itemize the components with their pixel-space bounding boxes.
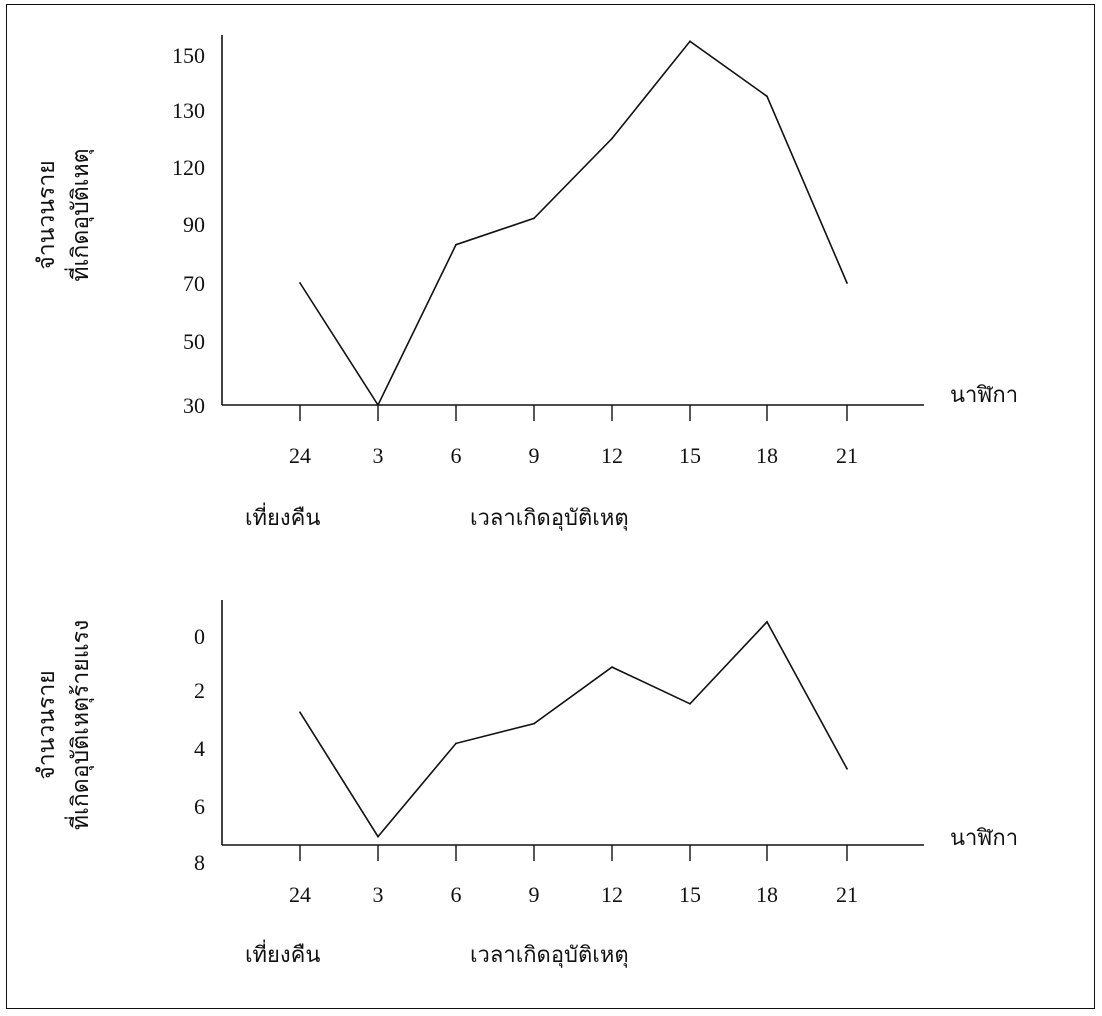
chart1-x-tick-label: 6 [451,443,462,468]
chart1-x-axis-title: เวลาเกิดอุบัติเหตุ [470,505,629,531]
chart1-x-tick-label: 21 [836,443,858,468]
chart1-y-tick-label: 130 [172,98,205,123]
chart1-x-tick-label: 24 [289,443,311,468]
chart2-x-unit-label: นาฬิกา [950,825,1018,850]
chart2-data-point [689,702,691,705]
chart2-y-tick-label: 8 [194,850,205,875]
chart2-y-tick-label: 6 [194,794,205,819]
chart2-x-axis-title: เวลาเกิดอุบัติเหตุ [470,942,629,968]
chart2-data-point [533,722,535,725]
chart2-data-point [455,742,457,745]
chart1-data-point [689,40,691,43]
chart1-x-left-label: เที่ยงคืน [245,502,320,530]
chart1-x-tick-label: 15 [679,443,701,468]
chart1-y-tick-label: 150 [172,43,205,68]
chart2-x-tick-label: 12 [601,882,623,907]
chart1-y-tick-label: 120 [172,155,205,180]
chart1-data-point [455,243,457,246]
chart2-x-tick-label: 21 [836,882,858,907]
chart1-y-tick-label: 70 [183,271,205,296]
chart2-x-tick-label: 9 [529,882,540,907]
chart1-data-point [533,217,535,220]
chart2-x-left-label: เที่ยงคืน [245,939,320,967]
chart2-x-tick-label: 24 [289,882,311,907]
chart1-x-tick-label: 9 [529,443,540,468]
chart2-x-tick-label: 3 [373,882,384,907]
chart1-x-tick-label: 12 [601,443,623,468]
chart1-x-tick-label: 18 [756,443,778,468]
chart2-data-point [611,666,613,668]
chart1-data-point [846,282,848,284]
chart2-data-point [377,835,379,838]
chart1-x-tick-label: 3 [373,443,384,468]
chart1-data-point [299,282,301,284]
chart2-x-tick-label: 18 [756,882,778,907]
chart2-data-point [766,621,768,623]
chart1-series-line [299,40,848,407]
chart1-data-point [766,95,768,98]
chart2-y-axis-title-line2: ที่เกิดอุบัติเหตุร้ายแรง [64,620,94,830]
chart2-y-tick-label: 0 [194,624,205,649]
chart2-y-tick-label: 4 [194,736,205,761]
chart1-data-point [611,137,613,140]
chart2-x-tick-label: 15 [679,882,701,907]
chart1-y-tick-label: 50 [183,329,205,354]
chart2-data-point [299,711,301,714]
chart1-x-unit-label: นาฬิกา [950,382,1018,407]
chart1-y-axis-title-line2: ที่เกิดอุบัติเหตุ [64,148,94,281]
chart2-x-tick-label: 6 [451,882,462,907]
chart2-data-point [846,767,848,770]
chart1-y-axis-title-line1: จำนวนราย [34,160,59,270]
chart1-data-point [377,404,379,406]
figure-frame [6,4,1095,1009]
chart2-y-axis-title-line1: จำนวนราย [34,670,59,780]
chart2-y-tick-label: 2 [194,678,205,703]
chart1-y-tick-label: 90 [183,212,205,237]
chart2-series-line [299,620,848,838]
chart1-y-tick-label: 30 [183,393,205,418]
